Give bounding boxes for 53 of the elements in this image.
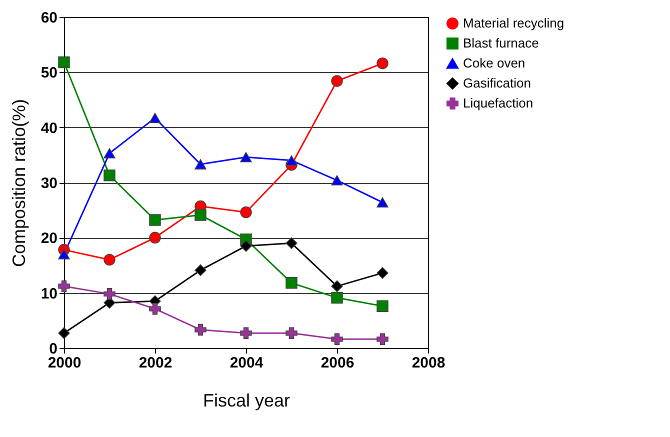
- point: [104, 288, 116, 300]
- point: [331, 292, 343, 304]
- point: [58, 56, 70, 68]
- point: [149, 214, 161, 226]
- point: [376, 267, 388, 279]
- point: [376, 333, 388, 346]
- point: [376, 197, 388, 208]
- x-tick-label: 2002: [138, 354, 172, 372]
- point: [104, 169, 116, 182]
- point: [58, 327, 70, 339]
- point: [194, 324, 206, 336]
- y-tick-label: 50: [40, 64, 58, 82]
- legend-label: Coke oven: [463, 56, 526, 70]
- x-axis-title: Fiscal year: [202, 390, 290, 410]
- point: [149, 302, 161, 315]
- point: [104, 254, 116, 266]
- point: [194, 159, 206, 170]
- point: [286, 327, 298, 339]
- legend-label: Liquefaction: [463, 96, 534, 110]
- x-tick-label: 2008: [412, 354, 446, 372]
- point: [286, 155, 298, 166]
- point: [58, 249, 70, 260]
- y-tick-label: 20: [40, 230, 58, 248]
- point: [240, 327, 252, 339]
- point: [376, 300, 388, 312]
- point: [331, 175, 343, 186]
- point: [331, 75, 343, 87]
- legend-label: Material recycling: [463, 16, 564, 30]
- point: [376, 57, 388, 70]
- x-tick-label: 2006: [320, 354, 354, 372]
- point: [240, 152, 252, 162]
- point: [331, 280, 343, 292]
- point: [194, 264, 206, 276]
- x-tick-label: 2000: [48, 354, 82, 372]
- y-axis-title: Composition ratio(%): [8, 98, 29, 268]
- point: [331, 333, 343, 346]
- point: [194, 209, 206, 221]
- y-tick-label: 60: [40, 10, 58, 26]
- y-tick-label: 10: [40, 285, 58, 302]
- point: [286, 277, 298, 289]
- legend-label: Gasification: [463, 76, 531, 90]
- point: [149, 112, 161, 124]
- y-tick-label: 40: [40, 120, 58, 137]
- point: [149, 232, 161, 244]
- point: [240, 240, 252, 252]
- y-tick-label: 0: [49, 340, 58, 358]
- y-tick-label: 30: [40, 175, 58, 192]
- point: [286, 237, 298, 250]
- point: [240, 206, 252, 218]
- point: [104, 148, 116, 158]
- legend-label: Blast furnace: [463, 36, 539, 50]
- x-tick-label: 2004: [230, 354, 264, 372]
- point: [58, 280, 70, 292]
